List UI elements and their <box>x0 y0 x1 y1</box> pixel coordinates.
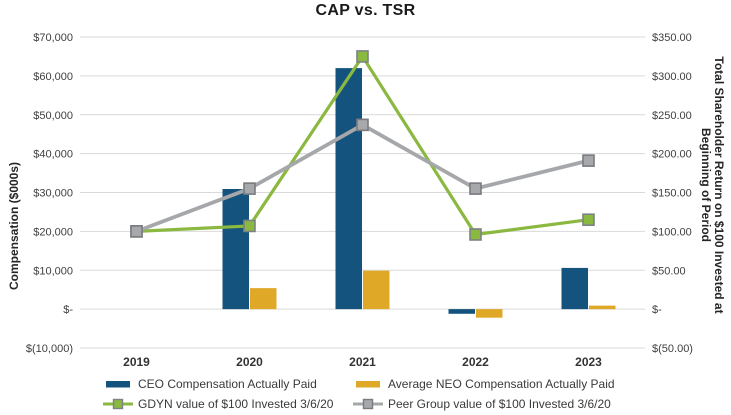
chart-title: CAP vs. TSR <box>315 2 416 19</box>
x-axis-label: 2020 <box>236 355 263 369</box>
legend-label-gdyn-tsr: GDYN value of $100 Invested 3/6/20 <box>138 397 334 411</box>
legend-label-peer-tsr: Peer Group value of $100 Invested 3/6/20 <box>388 397 611 411</box>
right-axis-tick-label: $(50.00) <box>652 343 693 355</box>
marker-peer-tsr-2023 <box>582 154 595 167</box>
marker-peer-tsr-2021 <box>356 118 369 132</box>
line-swatch-icon <box>103 398 133 410</box>
left-axis-tick-label: $20,000 <box>33 226 73 238</box>
right-axis-tick-label: $- <box>652 304 662 316</box>
marker-peer-tsr-2020 <box>243 182 256 195</box>
line-swatch-icon <box>353 398 383 410</box>
marker-gdyn-tsr-2021 <box>356 50 369 63</box>
bar-ceo-cap-2021 <box>335 68 362 310</box>
right-axis-tick-label: $100.00 <box>652 226 692 238</box>
legend-item-peer-tsr: Peer Group value of $100 Invested 3/6/20 <box>352 395 615 413</box>
left-axis-tick-label: $50,000 <box>33 110 73 122</box>
marker-gdyn-tsr-2023 <box>582 213 595 227</box>
line-gdyn-tsr <box>136 53 589 237</box>
left-axis-tick-label: $10,000 <box>33 265 73 277</box>
bar-swatch-icon <box>356 381 380 388</box>
right-axis-tick-label: $350.00 <box>652 32 692 44</box>
legend-label-ceo-cap: CEO Compensation Actually Paid <box>138 377 317 391</box>
chart-legend: CEO Compensation Actually Paid Average NE… <box>102 375 615 413</box>
bar-neo-cap-2020 <box>250 288 277 310</box>
legend-bar-swatch-icon <box>352 378 384 390</box>
legend-line-marker-icon <box>102 398 134 410</box>
legend-label-neo-cap: Average NEO Compensation Actually Paid <box>388 377 615 391</box>
x-axis-label: 2023 <box>575 355 602 369</box>
left-axis-tick-label: $70,000 <box>33 32 73 44</box>
right-axis-tick-label: $150.00 <box>652 188 692 200</box>
legend-item-ceo-cap: CEO Compensation Actually Paid <box>102 375 352 393</box>
marker-gdyn-tsr-2022 <box>469 228 482 241</box>
legend-item-gdyn-tsr: GDYN value of $100 Invested 3/6/20 <box>102 395 352 413</box>
line-peer-tsr <box>135 122 589 234</box>
bar-neo-cap-2022 <box>476 309 503 318</box>
right-axis-tick-label: $250.00 <box>652 110 692 122</box>
bar-ceo-cap-2020 <box>222 189 249 310</box>
left-axis-tick-label: $40,000 <box>33 149 73 161</box>
marker-peer-tsr-2019 <box>130 225 143 238</box>
bar-neo-cap-2023 <box>589 305 616 310</box>
x-axis-label: 2022 <box>462 355 489 369</box>
legend-item-neo-cap: Average NEO Compensation Actually Paid <box>352 375 615 393</box>
left-axis-tick-label: $60,000 <box>33 71 73 83</box>
right-axis-tick-label: $200.00 <box>652 149 692 161</box>
bar-ceo-cap-2023 <box>561 267 588 310</box>
right-axis-tick-label: $50.00 <box>652 265 686 277</box>
bar-ceo-cap-2022 <box>448 309 475 314</box>
marker-gdyn-tsr-2020 <box>243 219 256 233</box>
x-axis-label: 2019 <box>123 355 150 369</box>
right-axis-tick-label: $300.00 <box>652 71 692 83</box>
left-axis-tick-label: $- <box>63 304 73 316</box>
x-axis-label: 2021 <box>349 355 376 369</box>
left-axis-tick-label: $(10,000) <box>26 343 73 355</box>
left-axis-tick-label: $30,000 <box>33 188 73 200</box>
marker-peer-tsr-2022 <box>469 182 482 195</box>
legend-line-marker-icon <box>352 398 384 410</box>
bar-neo-cap-2021 <box>363 270 390 310</box>
bar-swatch-icon <box>106 381 130 388</box>
legend-bar-swatch-icon <box>102 378 134 390</box>
